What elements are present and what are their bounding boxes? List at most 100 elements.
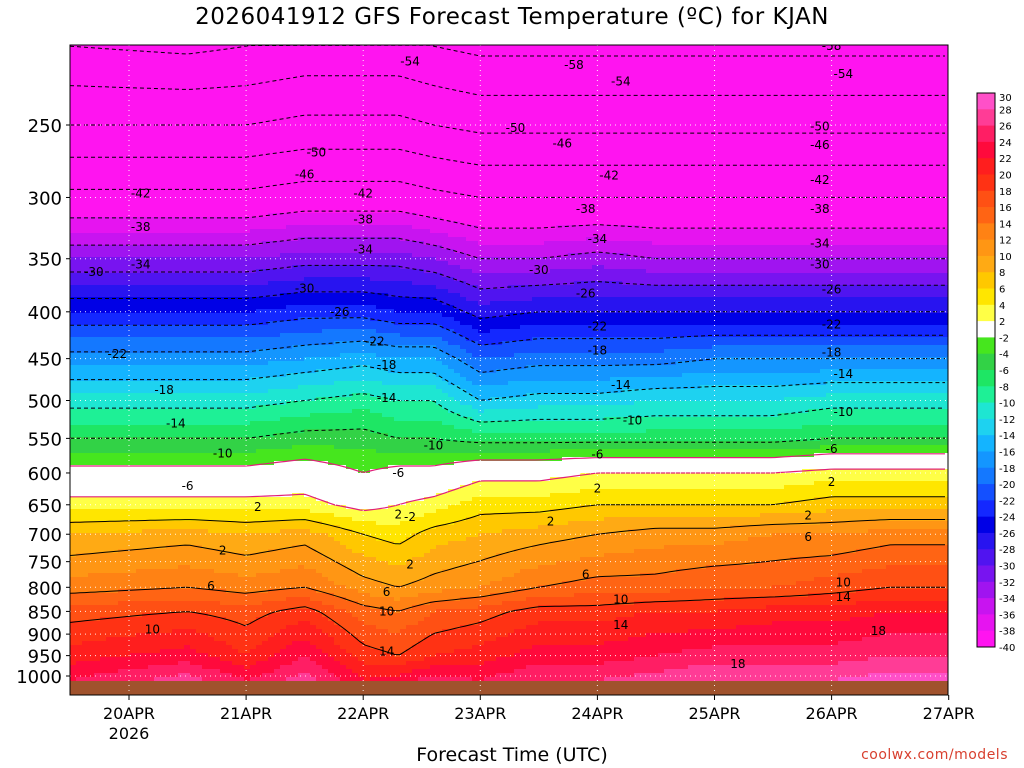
temperature-cell <box>70 393 77 410</box>
temperature-cell <box>550 461 557 478</box>
temperature-cell <box>190 273 197 286</box>
temperature-cell <box>178 465 185 498</box>
temperature-cell <box>166 677 173 682</box>
temperature-cell <box>784 345 791 358</box>
temperature-cell <box>748 505 755 518</box>
temperature-cell <box>562 581 569 598</box>
temperature-cell <box>586 325 593 338</box>
temperature-cell <box>868 337 875 346</box>
temperature-cell <box>166 613 173 634</box>
temperature-cell <box>736 345 743 358</box>
temperature-cell <box>544 461 551 482</box>
temperature-cell <box>742 357 749 374</box>
temperature-cell <box>730 325 737 338</box>
temperature-cell <box>76 381 83 394</box>
temperature-cell <box>148 497 155 510</box>
temperature-cell <box>454 333 461 346</box>
temperature-cell <box>628 681 635 695</box>
temperature-cell <box>274 601 281 614</box>
temperature-cell <box>772 473 779 490</box>
temperature-cell <box>370 281 377 294</box>
temperature-cell <box>340 649 347 666</box>
temperature-cell <box>604 365 611 382</box>
temperature-cell <box>94 533 101 554</box>
temperature-cell <box>484 257 491 274</box>
temperature-cell <box>382 453 389 470</box>
temperature-cell <box>562 393 569 406</box>
temperature-cell <box>742 441 749 450</box>
temperature-cell <box>868 569 875 590</box>
temperature-cell <box>220 605 227 618</box>
temperature-cell <box>514 609 521 630</box>
temperature-cell <box>838 481 845 498</box>
temperature-cell <box>196 393 203 410</box>
temperature-cell <box>736 417 743 430</box>
temperature-cell <box>118 365 125 382</box>
temperature-cell <box>946 325 948 338</box>
temperature-cell <box>694 257 701 274</box>
temperature-cell <box>280 269 287 282</box>
temperature-cell <box>286 509 293 522</box>
temperature-cell <box>208 313 215 326</box>
temperature-cell <box>838 345 845 358</box>
temperature-cell <box>508 481 515 498</box>
temperature-cell <box>88 337 95 354</box>
temperature-cell <box>916 601 923 614</box>
temperature-cell <box>286 449 293 462</box>
temperature-cell <box>124 589 131 602</box>
temperature-cell <box>238 465 245 498</box>
temperature-cell <box>874 529 881 550</box>
temperature-cell <box>544 565 551 586</box>
temperature-cell <box>286 253 293 270</box>
temperature-cell <box>178 673 185 682</box>
temperature-cell <box>736 441 743 450</box>
temperature-cell <box>274 633 281 654</box>
temperature-cell <box>478 373 485 386</box>
temperature-cell <box>760 373 767 386</box>
temperature-cell <box>802 485 809 502</box>
temperature-cell <box>100 437 107 454</box>
temperature-cell <box>442 569 449 590</box>
temperature-cell <box>256 521 263 534</box>
temperature-cell <box>682 633 689 650</box>
temperature-cell <box>70 285 77 298</box>
temperature-cell <box>634 577 641 594</box>
temperature-cell <box>286 373 293 390</box>
temperature-cell <box>328 673 335 682</box>
temperature-cell <box>664 377 671 390</box>
temperature-cell <box>514 453 521 462</box>
temperature-cell <box>238 233 245 246</box>
temperature-cell <box>802 273 809 286</box>
temperature-cell <box>580 281 587 298</box>
temperature-cell <box>412 557 419 582</box>
temperature-cell <box>604 405 611 418</box>
temperature-cell <box>874 325 881 338</box>
temperature-cell <box>610 593 617 606</box>
temperature-cell <box>808 557 815 582</box>
temperature-cell <box>76 521 83 534</box>
temperature-cell <box>862 337 869 346</box>
temperature-cell <box>856 453 863 470</box>
temperature-cell <box>508 657 515 674</box>
temperature-cell <box>538 525 545 546</box>
temperature-cell <box>412 517 419 534</box>
temperature-cell <box>418 229 425 242</box>
temperature-cell <box>592 665 599 682</box>
temperature-cell <box>226 393 233 410</box>
temperature-cell <box>142 233 149 246</box>
temperature-cell <box>712 401 719 418</box>
temperature-cell <box>148 285 155 298</box>
temperature-cell <box>616 533 623 554</box>
temperature-cell <box>160 497 167 510</box>
temperature-cell <box>880 601 887 614</box>
temperature-cell <box>454 357 461 374</box>
temperature-cell <box>184 273 191 286</box>
temperature-cell <box>382 293 389 310</box>
temperature-cell <box>490 557 497 582</box>
temperature-cell <box>604 593 611 606</box>
temperature-cell <box>322 429 329 446</box>
temperature-cell <box>826 533 833 558</box>
temperature-cell <box>850 509 857 522</box>
temperature-cell <box>718 601 725 610</box>
temperature-cell <box>250 437 257 454</box>
